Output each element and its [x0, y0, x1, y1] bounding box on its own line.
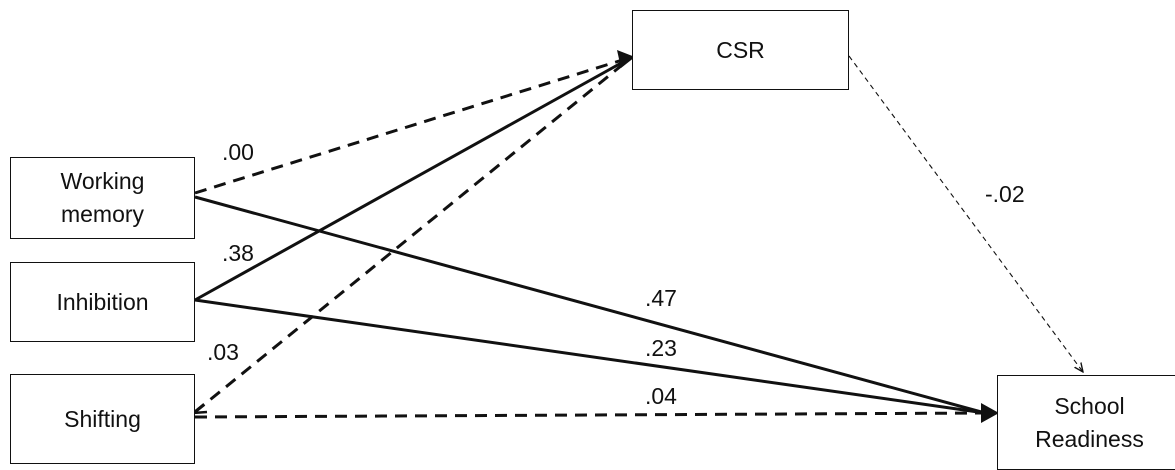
node-working-memory: Working memory — [10, 157, 195, 239]
node-shifting: Shifting — [10, 374, 195, 464]
arrowhead-school-readiness — [981, 403, 999, 423]
node-inhibition: Inhibition — [10, 262, 195, 342]
node-csr: CSR — [632, 10, 849, 90]
path-working-memory-to-school-readiness — [194, 195, 986, 415]
coefficient-inhibition-to-school-readiness: .23 — [645, 335, 677, 361]
path-inhibition-to-school-readiness — [194, 298, 986, 415]
arrowhead-csr — [617, 50, 635, 68]
path-inhibition-to-csr — [194, 55, 633, 302]
coefficient-shifting-to-school-readiness: .04 — [645, 383, 677, 409]
coefficient-shifting-to-csr: .03 — [207, 339, 239, 365]
coefficient-inhibition-to-csr: .38 — [222, 240, 254, 266]
path-shifting-to-school-readiness — [194, 411, 986, 419]
path-csr-to-school-readiness — [848, 55, 1083, 372]
coefficient-working-memory-to-school-readiness: .47 — [645, 285, 677, 311]
path-shifting-to-csr — [194, 55, 633, 414]
path-diagram — [189, 50, 1175, 423]
coefficient-csr-to-school-readiness: -.02 — [985, 181, 1025, 207]
node-school-readiness: School Readiness — [997, 375, 1175, 470]
coefficient-working-memory-to-csr: .00 — [222, 139, 254, 165]
path-working-memory-to-csr — [194, 55, 633, 195]
